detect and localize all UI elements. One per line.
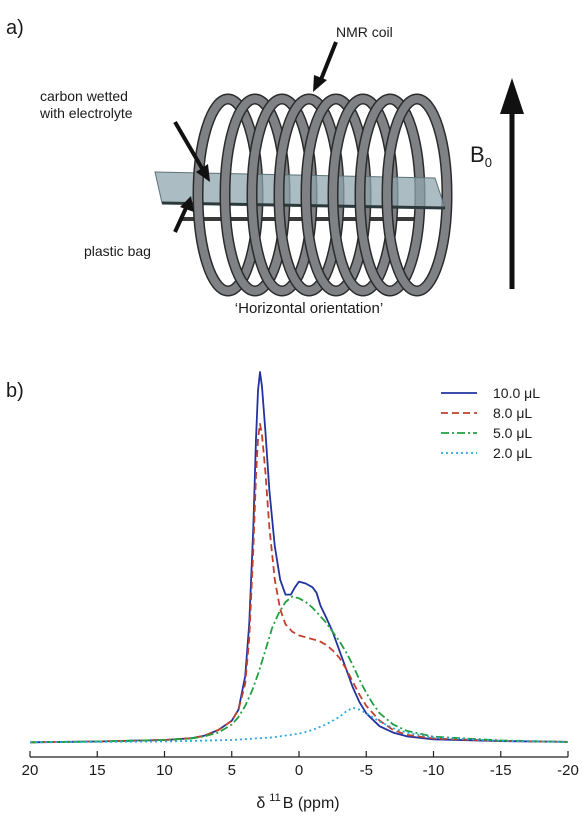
- legend-label: 8.0 μL: [493, 405, 532, 421]
- legend: 10.0 μL 8.0 μL 5.0 μL 2.0 μL: [441, 385, 540, 461]
- coil-turn: [416, 95, 451, 295]
- coil-turn: [194, 95, 229, 295]
- x-axis-ticks: 20 15 10 5 0 -5 -10 -15 -20: [22, 751, 579, 779]
- panel-b: b) 20 15 10 5 0 -5 -10 -15 -20 δ 11 B (ppm) 10.0 μ…: [6, 371, 579, 812]
- b0-arrowhead: [500, 78, 524, 114]
- coil-turn: [248, 95, 283, 295]
- carbon-label-line1: carbon wetted: [40, 88, 128, 104]
- coil-turn: [383, 95, 418, 295]
- coil-turn: [275, 95, 310, 295]
- x-tick-label: -10: [423, 762, 445, 779]
- orientation-caption: ‘Horizontal orientation’: [235, 300, 383, 317]
- x-tick-label: 20: [22, 762, 39, 779]
- spectrum-plot: 20 15 10 5 0 -5 -10 -15 -20 δ 11 B (ppm): [22, 371, 579, 812]
- series-line-3: [29, 595, 569, 744]
- series-line-4: [29, 706, 569, 744]
- carbon-arrow: [173, 120, 205, 172]
- x-tick-label: 15: [89, 762, 106, 779]
- legend-label: 5.0 μL: [493, 425, 532, 441]
- x-axis-label: δ 11 B (ppm): [256, 792, 339, 812]
- x-tick-label: 0: [295, 762, 303, 779]
- carbon-label-line2: with electrolyte: [39, 105, 133, 121]
- nmr-coil-arrow: [318, 41, 338, 83]
- coil-front-turns: [192, 93, 418, 297]
- coil-turn: [329, 95, 364, 295]
- plastic-bag-arrowhead: [180, 196, 194, 212]
- series-line-2: [29, 423, 569, 744]
- x-tick-label: -20: [557, 762, 579, 779]
- panel-b-label: b): [6, 380, 24, 402]
- panel-a-label: a): [6, 17, 24, 39]
- b0-label: B0: [470, 142, 492, 170]
- spectrum-curves: [29, 371, 569, 744]
- series-line-1: [29, 371, 569, 744]
- nmr-coil-illustration: [154, 93, 453, 297]
- x-tick-label: 5: [228, 762, 236, 779]
- carbon-arrowhead: [196, 164, 210, 182]
- x-tick-label: 10: [156, 762, 173, 779]
- panel-a: a) NMR coil carbon wetted with electroly…: [6, 17, 524, 317]
- legend-label: 10.0 μL: [493, 385, 540, 401]
- x-tick-label: -15: [490, 762, 512, 779]
- nmr-coil-label: NMR coil: [336, 24, 393, 40]
- plastic-bag-arrow: [173, 207, 188, 233]
- plastic-bag-label: plastic bag: [84, 243, 151, 259]
- x-tick-label: -5: [360, 762, 373, 779]
- nmr-coil-arrowhead: [313, 75, 327, 92]
- legend-label: 2.0 μL: [493, 445, 532, 461]
- coil-turn: [221, 95, 256, 295]
- coil-turn: [356, 95, 391, 295]
- coil-turn: [302, 95, 337, 295]
